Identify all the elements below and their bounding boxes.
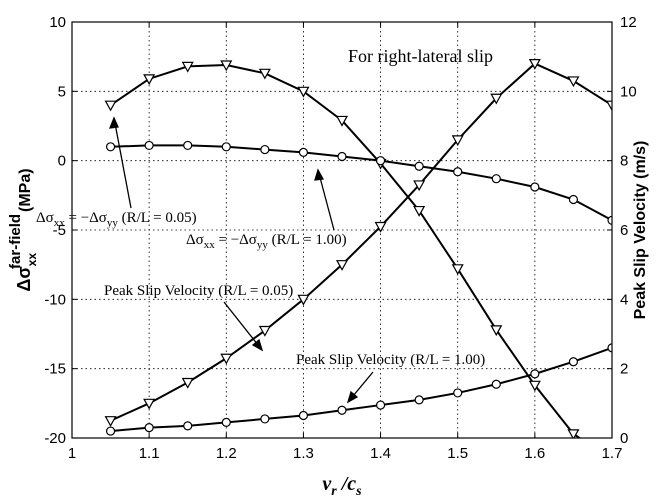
- series-0-point: [451, 264, 464, 276]
- arrowhead-stress-r005: [108, 116, 119, 129]
- y-left-tick-label: -5: [53, 222, 66, 239]
- series-2-point: [220, 353, 233, 365]
- series-0-point: [335, 115, 349, 127]
- annotation-psv-r005: Peak Slip Velocity (R/L = 0.05): [104, 283, 293, 299]
- y-right-tick-label: 0: [620, 430, 628, 447]
- series-2-point: [374, 221, 387, 233]
- series-0-point: [220, 60, 233, 72]
- series-0-point: [528, 380, 541, 392]
- series-1-point: [530, 182, 540, 192]
- series-3-point: [568, 357, 579, 367]
- series-0-point: [181, 61, 194, 73]
- annotation-title: For right-lateral slip: [348, 46, 493, 66]
- series-2-point: [451, 135, 464, 147]
- series-line-3: [110, 346, 612, 433]
- series-0-point: [104, 100, 117, 112]
- x-tick-label: 1.2: [216, 445, 237, 462]
- x-tick-label: 1.3: [293, 445, 314, 462]
- series-2-point: [528, 58, 541, 70]
- series-3-point: [183, 421, 193, 431]
- y-axis-right-label: Peak Slip Velocity (m/s): [632, 141, 649, 320]
- series-0-point: [143, 74, 156, 86]
- series-2-point: [605, 100, 612, 112]
- series-3-point: [453, 388, 463, 398]
- x-tick-label: 1: [68, 445, 76, 462]
- series-1-point: [568, 194, 579, 205]
- series-1-point: [105, 142, 116, 152]
- series-3-point: [607, 343, 612, 353]
- series-1-point: [221, 142, 231, 152]
- y-left-tick-label: 10: [49, 14, 66, 31]
- series-layer: [104, 58, 612, 438]
- series-3-point: [530, 369, 540, 379]
- y-left-tick-label: -15: [44, 361, 66, 378]
- y-right-tick-label: 8: [620, 153, 628, 170]
- ticks: 1 1.1 1.2 1.3 1.4 1.5 1.6 1.7 10 5 0 -5 -10 -15 -20 12 1…: [44, 14, 636, 462]
- y-right-tick-label: 12: [620, 14, 637, 31]
- x-axis-label: vr /cs: [322, 473, 362, 497]
- x-tick-label: 1.1: [139, 445, 160, 462]
- series-2-point: [104, 416, 117, 427]
- y-left-tick-label: -10: [44, 291, 66, 308]
- series-1-point: [337, 151, 347, 162]
- series-2-point: [258, 325, 271, 337]
- series-2-point: [297, 294, 310, 306]
- y-right-tick-label: 4: [620, 291, 628, 308]
- x-tick-label: 1.5: [447, 445, 468, 462]
- y-left-tick-label: -20: [44, 430, 66, 447]
- series-3-point: [144, 423, 154, 433]
- series-0-point: [297, 86, 310, 98]
- series-0-point: [567, 429, 580, 438]
- annotation-psv-r100: Peak Slip Velocity (R/L = 1.00): [296, 352, 485, 368]
- series-1-point: [183, 140, 193, 151]
- y-right-tick-label: 10: [620, 83, 637, 100]
- series-1-point: [491, 174, 501, 184]
- y-right-tick-label: 6: [620, 222, 628, 239]
- series-3-point: [298, 410, 309, 421]
- series-2-point: [143, 398, 156, 410]
- y-axis-left-label: Δσxxfar-field(MPa): [7, 168, 39, 291]
- series-3-point: [491, 379, 501, 389]
- arrowhead-psv-r005: [251, 338, 264, 352]
- series-0-point: [490, 325, 503, 337]
- arrow-stress-r100: [317, 169, 335, 231]
- series-1-point: [375, 156, 386, 166]
- x-tick-label: 1.7: [602, 445, 623, 462]
- series-line-0: [110, 63, 582, 438]
- series-3-point: [105, 426, 116, 436]
- series-line-1: [110, 144, 612, 222]
- arrowhead-psv-r100: [346, 390, 359, 404]
- series-0-point: [258, 68, 271, 80]
- series-3-point: [221, 417, 231, 427]
- annotation-arrows: [108, 116, 374, 404]
- series-3-point: [337, 405, 347, 415]
- series-2-point: [413, 180, 426, 192]
- series-3-point: [414, 395, 424, 405]
- arrow-stress-r005: [113, 117, 132, 209]
- y-left-tick-label: 5: [58, 83, 66, 100]
- series-1-point: [453, 167, 463, 177]
- y-left-tick-label: 0: [58, 153, 66, 170]
- series-2-point: [335, 260, 349, 271]
- series-0-point: [413, 205, 426, 217]
- series-2-point: [181, 377, 194, 389]
- series-1-point: [298, 147, 309, 157]
- annotation-stress-r100: Δσxx = −Δσyy (R/L = 1.00): [186, 232, 347, 251]
- x-tick-label: 1.4: [370, 445, 391, 462]
- arrowhead-stress-r100: [314, 168, 325, 181]
- series-3-point: [375, 400, 386, 410]
- series-1-point: [607, 215, 612, 225]
- series-3-point: [260, 414, 270, 424]
- x-tick-label: 1.6: [524, 445, 545, 462]
- series-2-point: [490, 93, 503, 105]
- series-1-point: [414, 161, 424, 171]
- series-1-point: [260, 144, 270, 155]
- series-line-2: [110, 62, 612, 422]
- y-right-tick-label: 2: [620, 361, 628, 378]
- series-2-point: [567, 76, 580, 88]
- series-1-point: [144, 140, 154, 151]
- annotation-stress-r005: Δσxx = −Δσyy (R/L = 0.05): [36, 210, 197, 229]
